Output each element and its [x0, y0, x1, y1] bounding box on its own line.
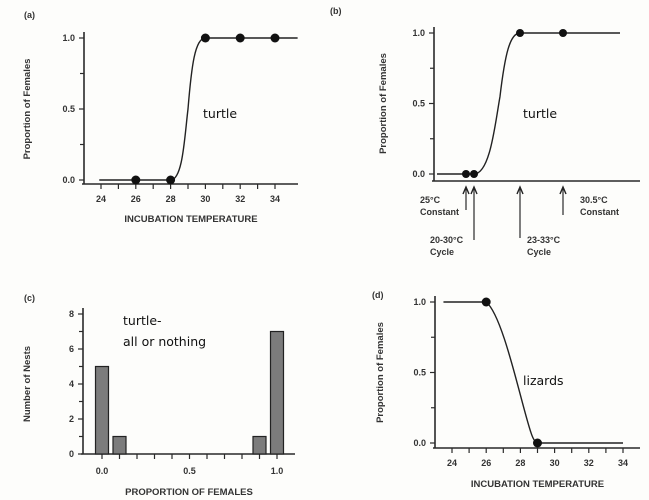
- y-axis-label: Proportion of Females: [378, 53, 389, 154]
- annotation: turtle-: [123, 313, 162, 328]
- y-tick-label: 0.0: [62, 175, 75, 185]
- panel-label: (a): [24, 10, 35, 20]
- annotation: lizards: [523, 373, 564, 388]
- y-axis-label: Proportion of Females: [375, 322, 386, 423]
- y-axis-label: Number of Nests: [22, 346, 33, 422]
- x-tick-label: 30: [200, 194, 210, 204]
- data-point: [516, 29, 524, 37]
- x-tick-label: 24: [96, 194, 106, 204]
- annotation: turtle: [523, 106, 557, 121]
- y-tick-label: 1.0: [62, 33, 75, 43]
- arrow-head-icon: [462, 185, 470, 195]
- y-tick-label: 0.5: [412, 99, 425, 109]
- arrow-head-icon: [559, 185, 567, 195]
- sigmoid-curve: [437, 32, 620, 175]
- y-tick-label: 6: [69, 344, 74, 354]
- y-tick-label: 0.5: [62, 104, 75, 114]
- annotation: all or nothing: [123, 334, 206, 349]
- data-point: [270, 33, 280, 43]
- panel-label: (d): [372, 290, 384, 300]
- y-tick-label: 0.0: [412, 169, 425, 179]
- y-tick-label: 1.0: [413, 297, 426, 307]
- y-tick-label: 8: [69, 309, 74, 319]
- arrow-label: 23-33°C: [527, 235, 561, 245]
- x-tick-label: 30: [550, 458, 560, 468]
- x-tick-label: 24: [447, 458, 457, 468]
- x-axis-label: INCUBATION TEMPERATURE: [471, 479, 604, 490]
- data-point: [533, 438, 542, 448]
- panel-c: [78, 308, 295, 459]
- x-axis-label: INCUBATION TEMPERATURE: [124, 214, 257, 225]
- y-tick-label: 0.5: [413, 368, 426, 378]
- y-tick-label: 1.0: [412, 28, 425, 38]
- x-tick-label: 34: [270, 194, 280, 204]
- arrow-label: 20-30°C: [430, 235, 464, 245]
- arrow-label: Cycle: [527, 247, 551, 257]
- bar: [252, 435, 267, 455]
- panel-label: (b): [330, 6, 342, 16]
- arrow-label: 25°C: [420, 195, 441, 205]
- bar: [94, 365, 110, 455]
- x-tick-label: 26: [131, 194, 141, 204]
- x-tick-label: 28: [166, 194, 176, 204]
- bar: [269, 330, 285, 455]
- x-tick-label: 28: [515, 458, 525, 468]
- panel-label: (c): [24, 293, 35, 303]
- y-tick-label: 0: [69, 449, 74, 459]
- panel-d: [430, 296, 640, 453]
- x-tick-label: 32: [584, 458, 594, 468]
- data-point: [235, 33, 245, 43]
- arrow-label: Constant: [580, 207, 619, 217]
- annotation: turtle: [203, 106, 237, 121]
- arrow-label: 30.5°C: [580, 195, 608, 205]
- y-axis-label: Proportion of Females: [22, 59, 33, 160]
- x-axis-label: PROPORTION OF FEMALES: [125, 487, 253, 498]
- panel-a: [79, 32, 298, 189]
- sigmoid-curve: [99, 37, 298, 181]
- panel-b: [429, 27, 640, 240]
- x-tick-label: 34: [618, 458, 628, 468]
- data-point: [131, 175, 141, 185]
- x-tick-label: 26: [481, 458, 491, 468]
- data-point: [481, 297, 491, 307]
- data-point: [166, 175, 176, 185]
- data-point: [462, 170, 470, 178]
- arrow-head-icon: [516, 185, 524, 195]
- arrow-head-icon: [470, 185, 478, 195]
- data-point: [559, 29, 567, 37]
- data-point: [200, 33, 210, 43]
- x-tick-label: 0.0: [96, 466, 109, 476]
- arrow-label: Cycle: [430, 247, 454, 257]
- y-tick-label: 4: [69, 379, 74, 389]
- arrow-label: Constant: [420, 207, 459, 217]
- y-tick-label: 0.0: [413, 438, 426, 448]
- y-tick-label: 2: [69, 414, 74, 424]
- data-point: [470, 170, 478, 178]
- x-tick-label: 1.0: [271, 466, 284, 476]
- bar: [112, 435, 127, 455]
- x-tick-label: 0.5: [183, 466, 196, 476]
- x-tick-label: 32: [235, 194, 245, 204]
